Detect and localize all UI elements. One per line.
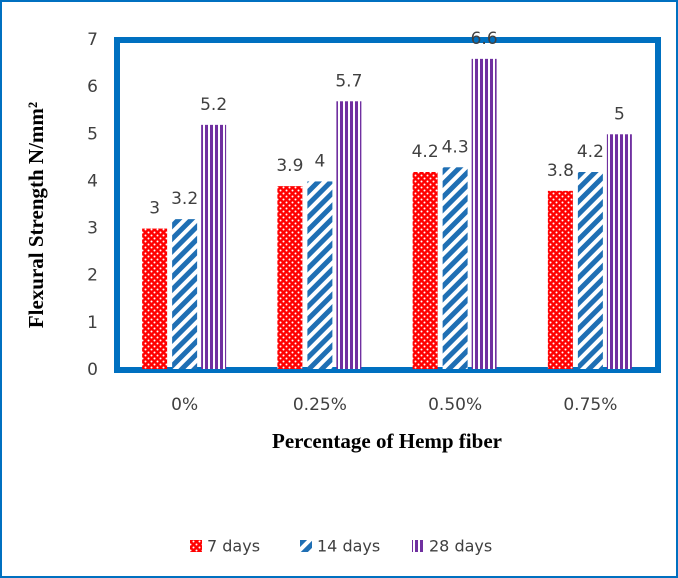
value-label: 3: [149, 199, 160, 219]
value-label: 4.3: [442, 137, 469, 157]
y-tick-label: 2: [87, 266, 98, 286]
legend-label: 28 days: [429, 537, 492, 556]
y-tick-label: 4: [87, 171, 98, 191]
legend-swatch: [412, 540, 424, 552]
bar: [412, 172, 438, 370]
legend-label: 7 days: [207, 537, 260, 556]
bar: [336, 101, 362, 371]
bar: [201, 124, 227, 370]
bar: [172, 219, 198, 370]
legend-swatch: [300, 540, 312, 552]
value-label: 3.9: [276, 156, 303, 176]
bar: [471, 58, 497, 370]
bar: [277, 186, 303, 370]
x-tick-label: 0.50%: [428, 395, 482, 415]
bar: [442, 167, 468, 370]
y-tick-label: 0: [87, 360, 98, 380]
value-label: 5.7: [335, 71, 362, 91]
x-tick-label: 0.25%: [293, 395, 347, 415]
y-tick-label: 1: [87, 313, 98, 333]
y-tick-label: 5: [87, 124, 98, 144]
y-axis-title: Flexural Strength N/mm²: [24, 102, 48, 328]
value-label: 3.8: [547, 161, 574, 181]
x-axis-title: Percentage of Hemp fiber: [272, 429, 502, 453]
legend-label: 14 days: [317, 537, 380, 556]
y-tick-label: 7: [87, 30, 98, 50]
value-label: 5.2: [200, 95, 227, 115]
bar: [307, 181, 333, 370]
bar: [606, 134, 632, 370]
x-tick-label: 0%: [171, 395, 198, 415]
value-label: 3.2: [171, 189, 198, 209]
bar: [142, 228, 168, 370]
bar: [547, 190, 573, 370]
y-tick-label: 6: [87, 77, 98, 97]
value-label: 5: [614, 104, 625, 124]
value-label: 4.2: [412, 142, 439, 162]
y-tick-label: 3: [87, 219, 98, 239]
legend-swatch: [190, 540, 202, 552]
value-label: 4: [314, 151, 325, 171]
bar: [577, 172, 603, 370]
value-label: 4.2: [577, 142, 604, 162]
value-label: 6.6: [471, 29, 498, 49]
x-tick-label: 0.75%: [563, 395, 617, 415]
